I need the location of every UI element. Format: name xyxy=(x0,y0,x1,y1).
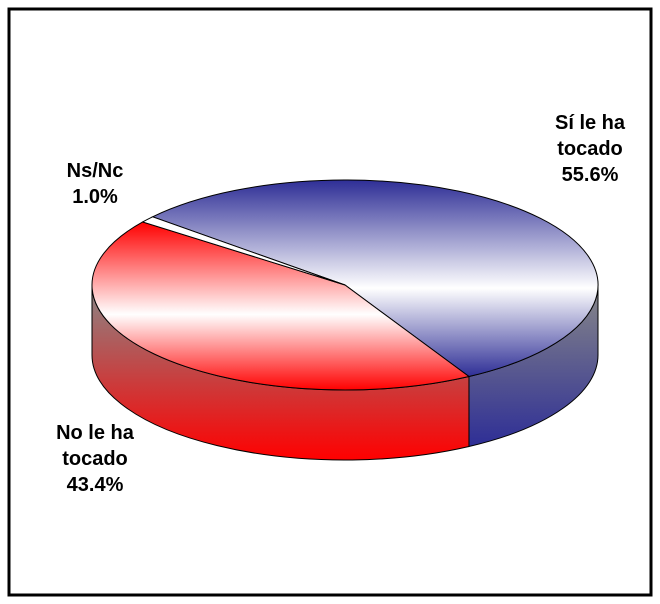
category-label: No le ha tocado xyxy=(56,422,134,470)
slice xyxy=(141,216,346,286)
slice xyxy=(91,221,471,391)
value-label: 55.6% xyxy=(561,164,619,186)
slice-label: No le ha tocado 43.4% xyxy=(40,420,150,498)
slice-label: Ns/Nc 1.0% xyxy=(40,158,150,210)
value-label: 43.4% xyxy=(66,474,124,496)
category-label: Sí le ha tocado xyxy=(554,112,626,160)
category-label: Ns/Nc xyxy=(66,160,124,182)
slice-label: Sí le ha tocado 55.6% xyxy=(535,110,645,188)
value-label: 1.0% xyxy=(72,186,118,208)
slice xyxy=(151,179,599,378)
